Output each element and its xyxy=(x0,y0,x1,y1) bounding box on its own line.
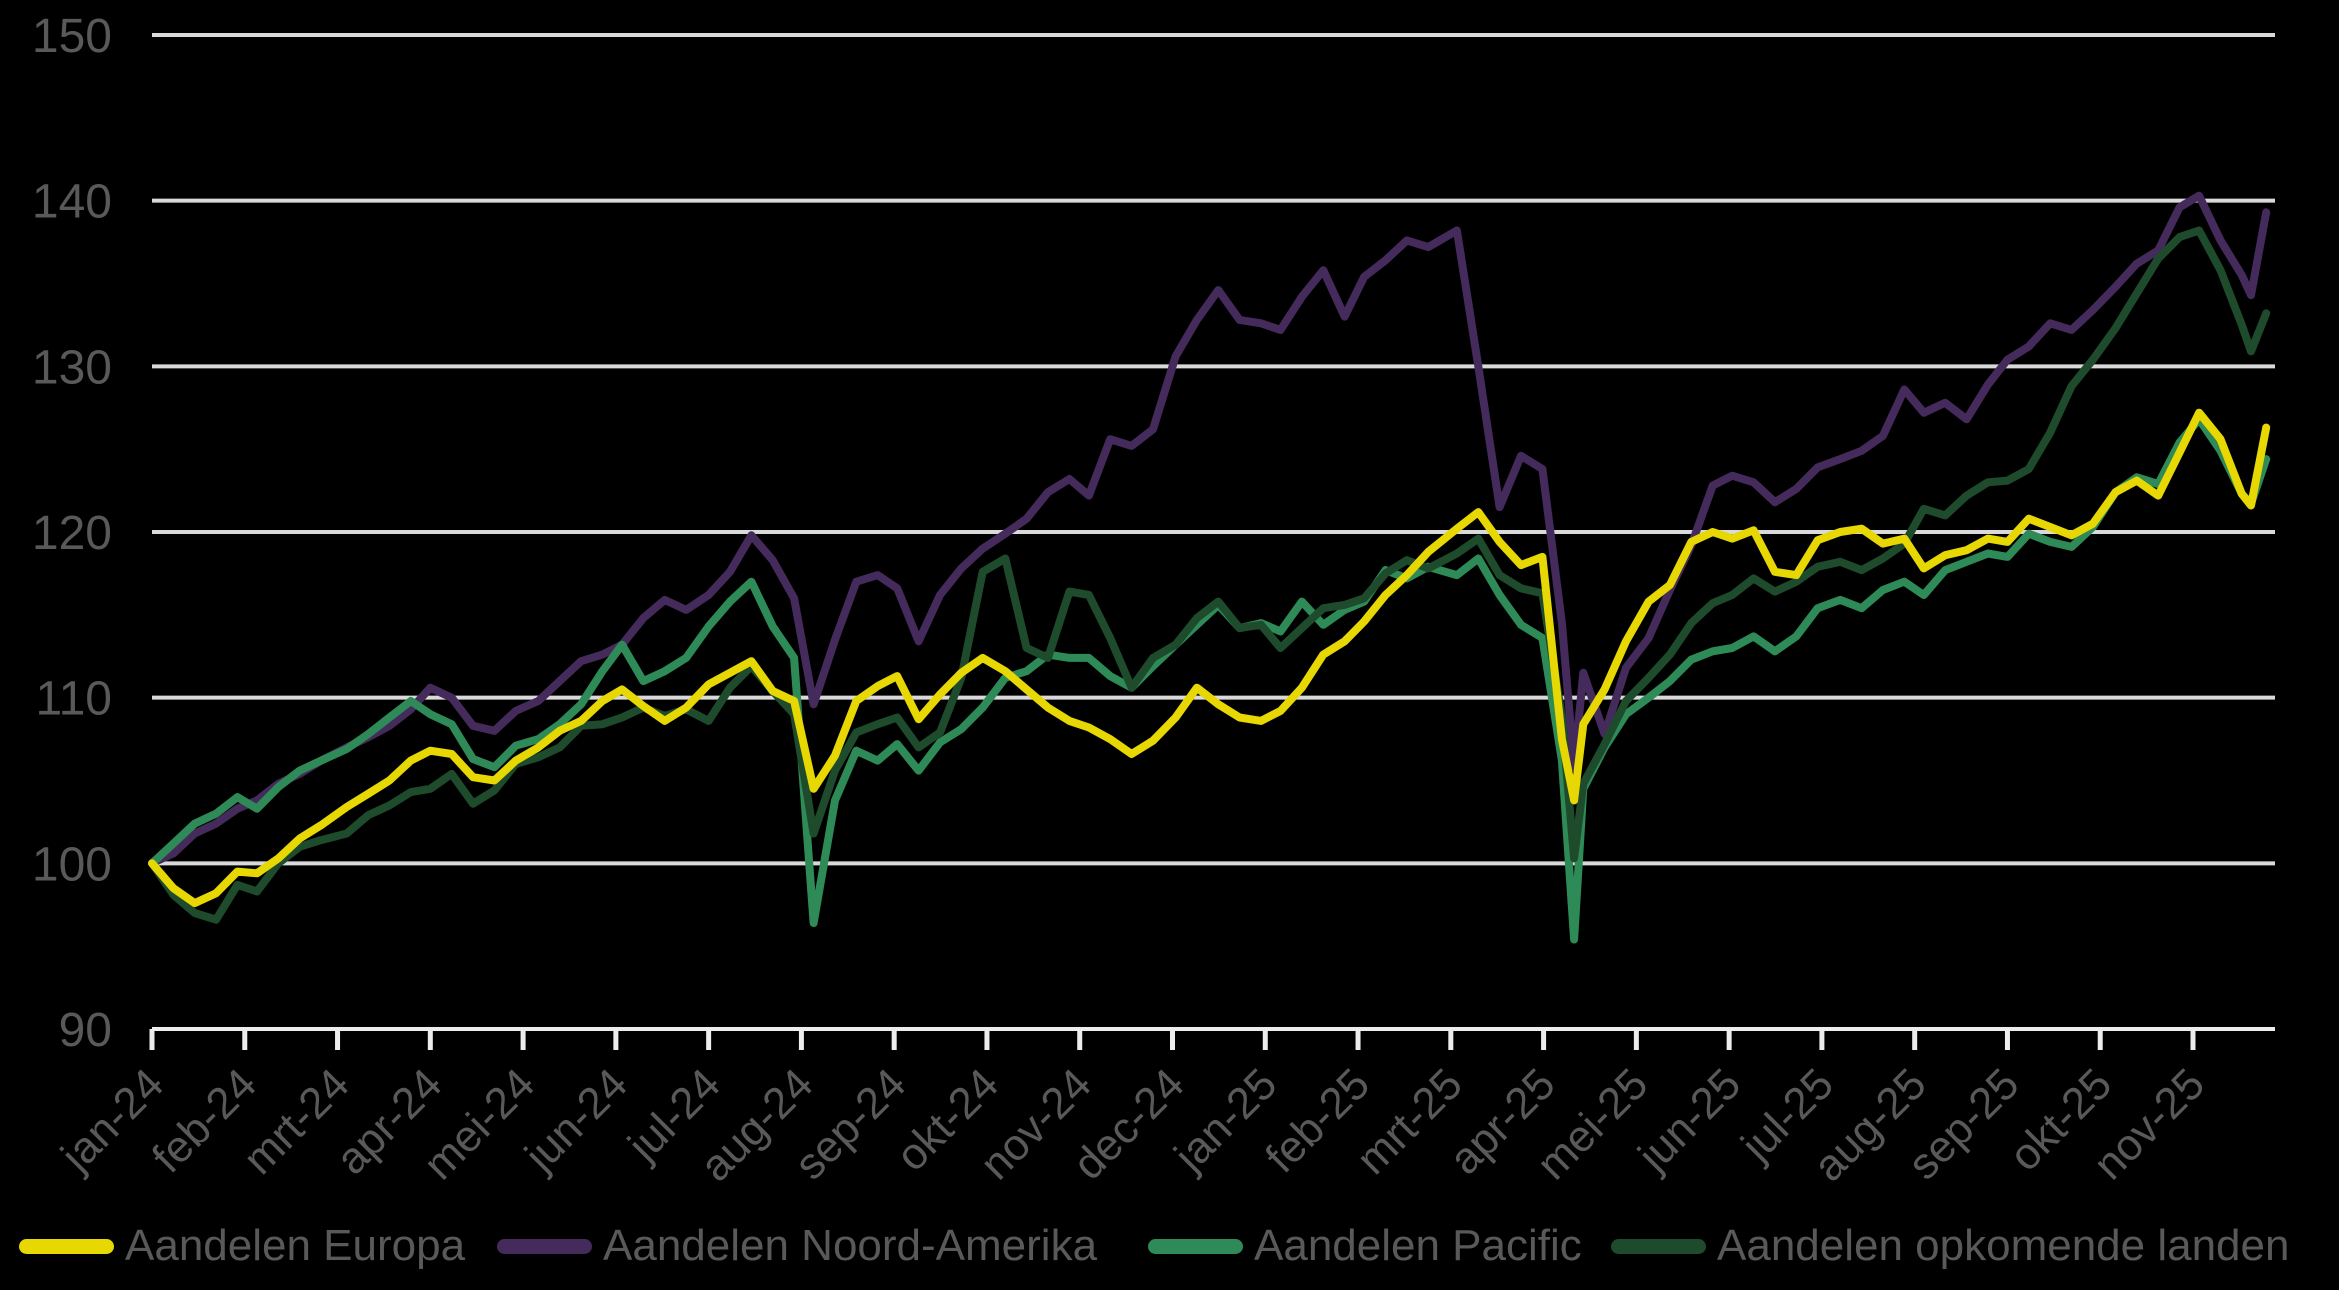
x-tick-label: mrt-25 xyxy=(1347,1059,1472,1184)
y-tick-label: 140 xyxy=(32,176,112,229)
x-tick-labels: jan-24feb-24mrt-24apr-24mei-24jun-24jul-… xyxy=(51,1059,2215,1191)
legend-item-aandelen-pacific: Aandelen Pacific xyxy=(1148,1221,1582,1270)
legend-item-aandelen-opkomende-landen: Aandelen opkomende landen xyxy=(1611,1221,2290,1270)
legend-label-noord-amerika: Aandelen Noord-Amerika xyxy=(603,1221,1098,1270)
y-tick-labels: 90 100 110 120 130 140 150 xyxy=(32,10,112,1057)
y-tick-label: 120 xyxy=(32,507,112,560)
x-ticks xyxy=(149,1029,2196,1050)
x-tick-label: jan-25 xyxy=(1164,1059,1287,1182)
legend-item-aandelen-noord-amerika: Aandelen Noord-Amerika xyxy=(497,1221,1098,1270)
legend-swatch-opkomende-landen-icon xyxy=(1611,1238,1706,1254)
legend-swatch-pacific-icon xyxy=(1148,1238,1243,1254)
legend-label-opkomende-landen: Aandelen opkomende landen xyxy=(1717,1221,2290,1270)
legend-swatch-europa-icon xyxy=(19,1238,114,1254)
legend-label-europa: Aandelen Europa xyxy=(125,1221,466,1270)
legend-swatch-noord-amerika-icon xyxy=(497,1238,592,1254)
y-gridlines xyxy=(152,33,2275,1031)
x-tick-label: jun-25 xyxy=(1628,1059,1751,1182)
series-lines xyxy=(148,191,2271,944)
series-line-aandelen-noord-amerika xyxy=(148,191,2271,868)
y-tick-label: 130 xyxy=(32,341,112,394)
legend-label-pacific: Aandelen Pacific xyxy=(1254,1221,1582,1270)
y-tick-label: 110 xyxy=(35,673,112,726)
x-tick-label: jan-24 xyxy=(51,1059,174,1182)
x-tick-label: jun-24 xyxy=(514,1059,637,1182)
x-tick-label: mrt-24 xyxy=(234,1059,359,1184)
y-tick-label: 100 xyxy=(32,838,112,891)
series-line-aandelen-europa xyxy=(148,408,2271,908)
legend-item-aandelen-europa: Aandelen Europa xyxy=(19,1221,466,1270)
y-tick-label: 90 xyxy=(59,1004,112,1057)
y-tick-label: 150 xyxy=(32,10,112,63)
chart-legend: Aandelen Europa Aandelen Noord-Amerika A… xyxy=(0,1221,2339,1274)
series-line-aandelen-opkomende-landen xyxy=(148,226,2271,924)
